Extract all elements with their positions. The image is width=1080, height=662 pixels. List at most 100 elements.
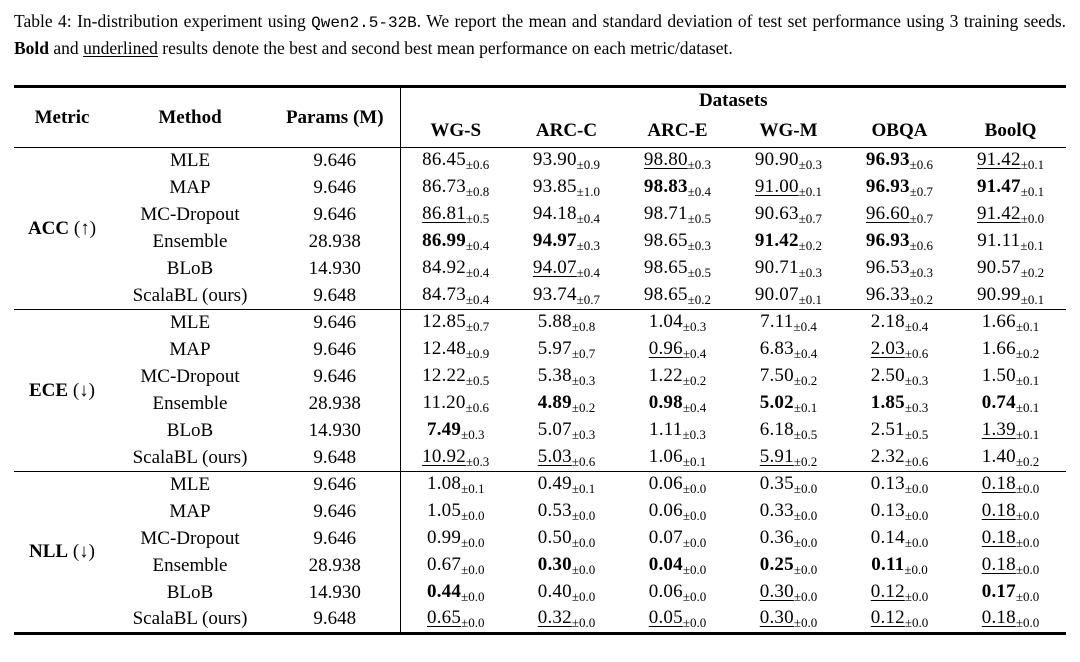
value-cell: 86.73±0.8 — [399, 174, 511, 202]
value-cell: 0.36±0.0 — [733, 526, 844, 553]
value-cell: 5.03±0.6 — [511, 445, 622, 472]
value-cell: 5.97±0.7 — [511, 337, 622, 364]
std-value: ±0.4 — [687, 184, 712, 199]
params-cell: 28.938 — [308, 393, 361, 414]
std-value: ±0.1 — [1015, 319, 1040, 335]
table-row: ECE (↓) MLE 9.646 12.85±0.7 5.88±0.8 1.04±0.3… — [14, 309, 1066, 401]
value-cell: 2.03±0.6 — [844, 337, 955, 364]
std-value: ±0.1 — [798, 291, 823, 307]
std-value: ±0.0 — [793, 615, 818, 631]
value-cell: 86.99±0.4 — [399, 228, 511, 256]
params-cell: 9.646 — [313, 150, 357, 172]
table-row: Ensemble 28.938 0.67±0.0 0.30±0.0 0.04±0.0 0.… — [14, 552, 1066, 580]
caption-suffix: results denote the best and second best … — [157, 38, 733, 58]
mean-value: 2.18 — [870, 311, 905, 333]
std-value: ±0.7 — [909, 211, 934, 226]
std-value: ±0.3 — [465, 453, 490, 469]
mean-value: 1.39 — [981, 419, 1016, 440]
value-cell: 0.53±0.0 — [511, 499, 622, 526]
method-cell: MAP — [169, 501, 211, 522]
value-cell: 7.50±0.2 — [733, 364, 844, 391]
params-cell: 28.938 — [308, 231, 361, 252]
method-cell: MC-Dropout — [140, 366, 240, 387]
mean-value: 0.44 — [427, 581, 462, 602]
table-row: Ensemble 28.938 86.99±0.4 94.97±0.3 98.65±0.… — [14, 228, 1066, 256]
value-cell: 0.13±0.0 — [844, 472, 955, 499]
mean-value: 2.50 — [870, 365, 905, 386]
mean-value: 96.93 — [865, 176, 910, 197]
std-value: ±0.7 — [465, 319, 490, 335]
std-value: ±0.0 — [461, 562, 485, 577]
caption-between: and — [49, 38, 84, 58]
value-cell: 12.85±0.7 — [399, 309, 511, 337]
std-value: ±0.4 — [576, 265, 601, 280]
value-cell: 0.18±0.0 — [955, 607, 1066, 634]
std-value: ±0.0 — [1015, 481, 1040, 497]
mean-value: 0.30 — [759, 581, 794, 602]
method-cell: ScalaBL (ours) — [132, 608, 248, 630]
value-cell: 0.30±0.0 — [733, 580, 844, 607]
params-cell: 14.930 — [308, 258, 361, 279]
table-row: BLoB 14.930 7.49±0.3 5.07±0.3 1.11±0.3 6.18±0… — [14, 417, 1066, 445]
mean-value: 0.67 — [427, 554, 462, 575]
header-dataset-obqa: OBQA — [871, 119, 928, 141]
value-cell: 0.25±0.0 — [733, 553, 844, 580]
mean-value: 90.99 — [976, 283, 1021, 305]
value-cell: 90.90±0.3 — [733, 148, 844, 175]
mean-value: 0.35 — [759, 473, 794, 495]
std-value: ±0.0 — [904, 589, 929, 604]
std-value: ±0.1 — [682, 453, 707, 469]
method-cell: BLoB — [166, 420, 214, 441]
value-cell: 93.90±0.9 — [511, 148, 622, 175]
std-value: ±0.7 — [798, 211, 823, 226]
std-value: ±0.0 — [793, 589, 818, 604]
metric-label-acc: ACC (↑) — [27, 217, 97, 239]
mean-value: 0.33 — [759, 500, 794, 521]
std-value: ±0.0 — [571, 615, 596, 631]
std-value: ±0.2 — [1020, 265, 1045, 280]
mean-value: 91.42 — [754, 230, 799, 251]
std-value: ±0.4 — [682, 400, 707, 415]
method-cell: Ensemble — [152, 231, 228, 252]
mean-value: 0.05 — [648, 607, 683, 629]
std-value: ±0.1 — [1020, 238, 1044, 253]
std-value: ±0.2 — [1015, 453, 1040, 469]
mean-value: 5.07 — [537, 419, 572, 440]
value-cell: 93.74±0.7 — [511, 283, 622, 310]
header-dataset-boolq: BoolQ — [984, 119, 1037, 141]
mean-value: 5.97 — [537, 338, 572, 359]
std-value: ±0.0 — [571, 508, 596, 523]
value-cell: 91.11±0.1 — [955, 229, 1066, 256]
value-cell: 1.04±0.3 — [622, 310, 733, 337]
std-value: ±0.5 — [793, 427, 818, 442]
std-value: ±0.0 — [461, 535, 485, 550]
value-cell: 2.51±0.5 — [844, 418, 955, 445]
std-value: ±0.3 — [571, 373, 596, 388]
params-cell: 9.646 — [313, 528, 357, 549]
mean-value: 0.06 — [648, 581, 683, 602]
header-params: Params (M) — [285, 106, 384, 128]
mean-value: 12.48 — [422, 338, 466, 359]
mean-value: 91.42 — [976, 149, 1021, 171]
value-cell: 1.50±0.1 — [955, 364, 1066, 391]
std-value: ±0.0 — [571, 535, 596, 550]
method-cell: BLoB — [166, 258, 214, 279]
metric-name: ACC — [27, 217, 70, 239]
std-value: ±0.1 — [1015, 427, 1040, 442]
std-value: ±0.2 — [798, 238, 823, 253]
mean-value: 0.06 — [648, 500, 683, 521]
value-cell: 96.53±0.3 — [844, 256, 955, 283]
params-cell: 14.930 — [308, 582, 361, 603]
mean-value: 1.08 — [427, 473, 462, 495]
std-value: ±0.9 — [465, 346, 490, 361]
mean-value: 1.66 — [981, 338, 1016, 359]
mean-value: 0.98 — [648, 392, 683, 413]
std-value: ±0.3 — [909, 265, 934, 280]
value-cell: 2.50±0.3 — [844, 364, 955, 391]
mean-value: 0.12 — [870, 607, 905, 629]
table-row: ScalaBL (ours) 9.648 0.65±0.0 0.32±0.0 0.05±… — [14, 606, 1066, 634]
std-value: ±0.0 — [904, 562, 928, 577]
std-value: ±0.3 — [576, 238, 601, 253]
params-cell: 9.646 — [313, 501, 357, 522]
mean-value: 1.66 — [981, 311, 1016, 333]
